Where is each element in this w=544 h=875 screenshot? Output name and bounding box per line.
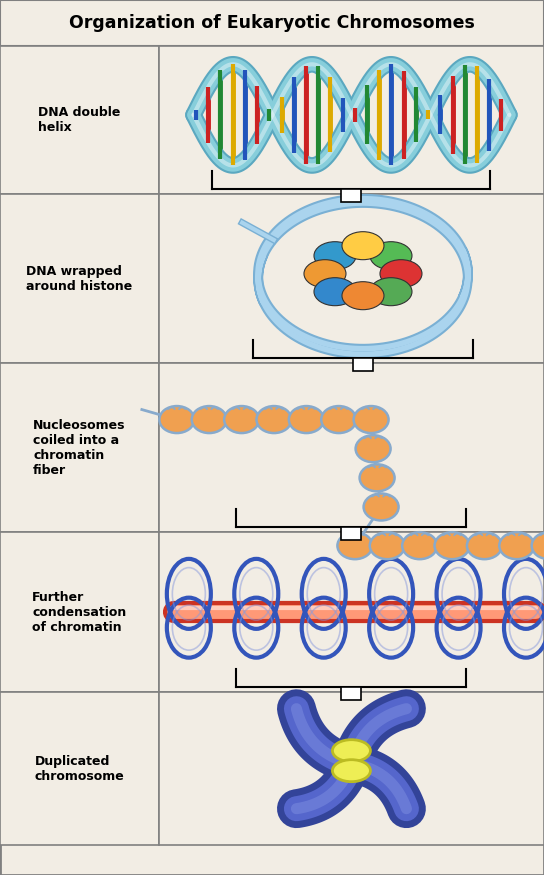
Bar (159, 363, 544, 532)
Ellipse shape (435, 532, 469, 559)
Bar (342, 687, 361, 700)
Bar (0, 0, 544, 46)
Bar (159, 692, 544, 845)
Ellipse shape (531, 532, 544, 559)
Ellipse shape (332, 760, 370, 781)
Bar (0, 194, 159, 363)
Ellipse shape (402, 532, 437, 559)
Text: Duplicated
chromosome: Duplicated chromosome (35, 754, 124, 782)
Bar (342, 189, 361, 202)
Ellipse shape (314, 277, 356, 305)
Ellipse shape (370, 532, 405, 559)
Ellipse shape (191, 406, 227, 433)
Bar (342, 527, 361, 540)
Ellipse shape (304, 260, 346, 288)
Text: DNA double
helix: DNA double helix (38, 106, 121, 134)
Ellipse shape (224, 406, 259, 433)
Ellipse shape (467, 532, 502, 559)
Bar (159, 532, 544, 692)
Ellipse shape (370, 242, 412, 270)
Ellipse shape (321, 406, 356, 433)
Bar (0, 363, 159, 532)
Ellipse shape (289, 406, 324, 433)
Bar (0, 692, 159, 845)
Ellipse shape (159, 406, 194, 433)
Text: DNA wrapped
around histone: DNA wrapped around histone (26, 265, 133, 293)
Ellipse shape (342, 232, 384, 260)
Text: Further
condensation
of chromatin: Further condensation of chromatin (32, 591, 127, 634)
Ellipse shape (337, 532, 373, 559)
Ellipse shape (332, 739, 370, 761)
Ellipse shape (370, 277, 412, 305)
Ellipse shape (342, 282, 384, 310)
Ellipse shape (380, 260, 422, 288)
Ellipse shape (314, 242, 356, 270)
Bar (159, 194, 544, 363)
Bar (353, 358, 373, 371)
Text: Organization of Eukaryotic Chromosomes: Organization of Eukaryotic Chromosomes (69, 14, 475, 31)
Text: Nucleosomes
coiled into a
chromatin
fiber: Nucleosomes coiled into a chromatin fibe… (33, 418, 126, 477)
Ellipse shape (499, 532, 534, 559)
Ellipse shape (256, 406, 292, 433)
Ellipse shape (360, 465, 394, 492)
Ellipse shape (356, 435, 391, 462)
Bar (159, 46, 544, 194)
Ellipse shape (363, 493, 399, 521)
Bar (0, 46, 159, 194)
Ellipse shape (354, 406, 388, 433)
Bar (0, 532, 159, 692)
